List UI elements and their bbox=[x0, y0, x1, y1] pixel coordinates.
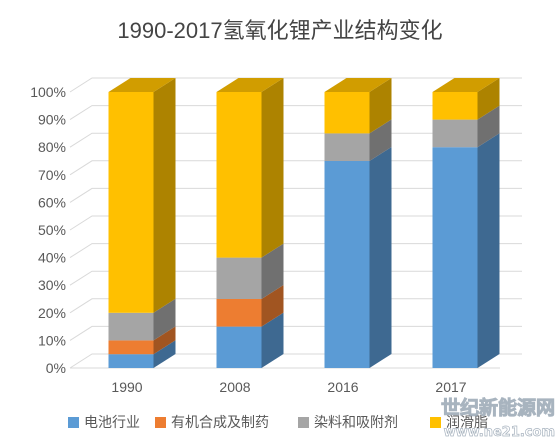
watermark: 世纪新能源网 www.ne21.com bbox=[441, 396, 556, 441]
bar-segment bbox=[108, 92, 154, 313]
bar-segment bbox=[216, 257, 262, 299]
bar-segment-top bbox=[324, 78, 392, 92]
legend-item: 电池行业 bbox=[68, 415, 140, 431]
x-tick-label: 1990 bbox=[111, 379, 142, 395]
bar-segment-side bbox=[153, 326, 176, 355]
bar-segment bbox=[324, 92, 370, 134]
legend-label: 有机合成及制药 bbox=[171, 415, 269, 431]
legend-item: 润滑脂 bbox=[430, 414, 488, 431]
bar-segment-side bbox=[153, 298, 176, 341]
bar-segment-top bbox=[108, 78, 176, 92]
bar-segment bbox=[324, 133, 370, 161]
y-tick-label: 90% bbox=[38, 112, 66, 128]
bar-segment-side bbox=[369, 147, 392, 368]
y-tick-label: 60% bbox=[38, 194, 66, 210]
bar-stack bbox=[432, 78, 500, 368]
chart-title: 1990-2017氢氧化锂产业结构变化 bbox=[117, 18, 442, 43]
watermark-subtext: www.ne21.com bbox=[444, 425, 555, 440]
bar-segment-top bbox=[216, 78, 284, 92]
bar-segment bbox=[216, 92, 262, 258]
legend-swatch bbox=[430, 417, 441, 428]
bar-segment bbox=[432, 119, 478, 148]
x-tick-label: 2017 bbox=[435, 379, 466, 395]
bar-segment bbox=[324, 161, 370, 368]
bar-stack bbox=[108, 78, 176, 368]
bar-stack bbox=[216, 78, 284, 368]
y-tick-label: 80% bbox=[38, 139, 66, 155]
bar-segment-side bbox=[477, 105, 500, 148]
x-tick-label: 2016 bbox=[327, 379, 358, 395]
bar-segment-side bbox=[261, 243, 284, 299]
bar-segment-side bbox=[153, 340, 176, 368]
bar-segment-side bbox=[153, 78, 176, 313]
bar-segment-side bbox=[477, 78, 500, 120]
bar-stack bbox=[324, 78, 392, 368]
y-tick-label: 20% bbox=[38, 305, 66, 321]
bar-segment-side bbox=[261, 285, 284, 327]
bar-segment-top bbox=[432, 78, 500, 92]
y-tick-label: 0% bbox=[46, 360, 66, 376]
y-tick-label: 30% bbox=[38, 277, 66, 293]
bar-segment-side bbox=[477, 133, 500, 368]
bar-segment-side bbox=[261, 78, 284, 258]
bars bbox=[108, 78, 500, 368]
bar-segment-side bbox=[261, 312, 284, 368]
bar-segment bbox=[216, 326, 262, 368]
legend-item: 染料和吸附剂 bbox=[298, 415, 398, 431]
y-tick-label: 70% bbox=[38, 167, 66, 183]
bar-segment bbox=[108, 354, 154, 368]
bar-segment-side bbox=[369, 78, 392, 134]
x-tick-label: 2008 bbox=[219, 379, 250, 395]
watermark-text: 世纪新能源网 bbox=[441, 396, 555, 419]
legend-swatch bbox=[155, 417, 166, 428]
x-axis-ticks: 1990 2008 2016 2017 bbox=[111, 379, 466, 395]
y-axis-ticks: 0% 10% 20% 30% 40% 50% 60% 70% 80% 90% 100% bbox=[30, 84, 66, 376]
bar-segment bbox=[216, 299, 262, 327]
legend-item: 有机合成及制药 bbox=[155, 415, 269, 431]
y-tick-label: 10% bbox=[38, 332, 66, 348]
legend-label: 染料和吸附剂 bbox=[314, 415, 398, 431]
bar-segment bbox=[108, 340, 154, 355]
legend-label: 润滑脂 bbox=[446, 414, 488, 431]
y-tick-label: 40% bbox=[38, 250, 66, 266]
y-tick-label: 50% bbox=[38, 222, 66, 238]
legend: 电池行业 有机合成及制药 染料和吸附剂 润滑脂 bbox=[68, 414, 488, 431]
bar-segment bbox=[432, 147, 478, 368]
legend-swatch bbox=[298, 417, 309, 428]
bar-segment bbox=[432, 92, 478, 120]
legend-label: 电池行业 bbox=[84, 415, 140, 431]
bar-segment bbox=[108, 312, 154, 341]
bar-segment-side bbox=[369, 119, 392, 161]
y-tick-label: 100% bbox=[30, 84, 66, 100]
legend-swatch bbox=[68, 417, 79, 428]
